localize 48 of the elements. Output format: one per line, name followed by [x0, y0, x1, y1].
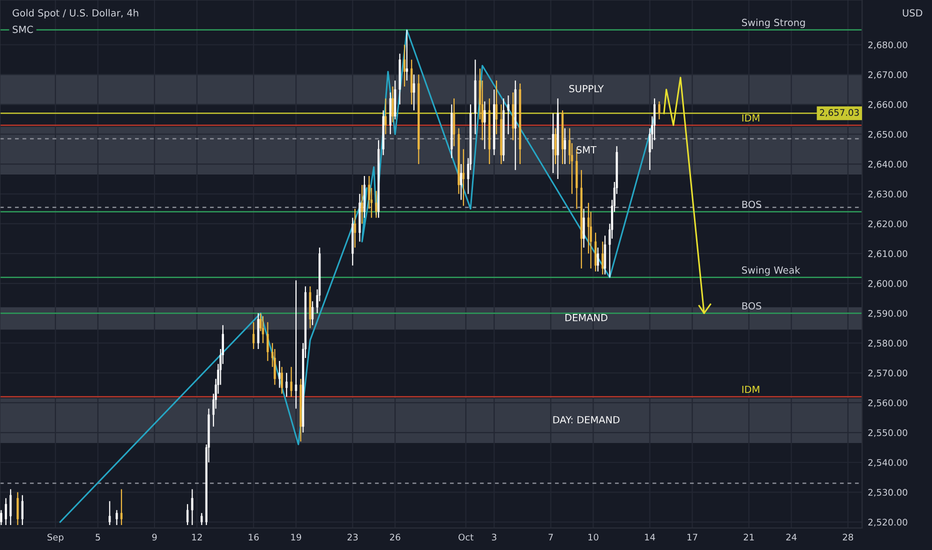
- band-label: DEMAND: [565, 314, 608, 322]
- y-tick-label: 2,640.00: [868, 160, 908, 169]
- x-tick-label: 12: [192, 534, 202, 540]
- y-tick-label: 2,540.00: [868, 459, 908, 467]
- y-tick-label: 2,580.00: [868, 340, 908, 348]
- ref-line-label: BOS: [742, 200, 762, 208]
- x-tick-label: 17: [688, 534, 698, 540]
- x-tick-label: 28: [842, 534, 854, 541]
- y-tick-label: 2,630.00: [868, 190, 908, 198]
- x-tick-label: 16: [248, 534, 259, 541]
- x-tick-label: 24: [786, 534, 797, 540]
- y-tick-label: 2,600.00: [868, 280, 908, 288]
- x-tick-label: 14: [645, 534, 656, 540]
- ref-line-label: 2,657.03: [820, 109, 859, 117]
- x-tick-label: 5: [96, 534, 100, 541]
- band-label: DAY: DEMAND: [553, 416, 620, 424]
- x-tick-label: Oct: [458, 534, 474, 541]
- x-tick-label: 10: [588, 534, 598, 541]
- ref-line-label: Swing Weak: [742, 266, 800, 276]
- x-tick-label: 26: [390, 534, 400, 541]
- ref-line-label: IDM: [742, 114, 760, 122]
- text: SMC: [12, 26, 33, 34]
- y-tick-label: 2,620.00: [868, 220, 908, 228]
- ref-line-label: IDM: [742, 386, 760, 393]
- text: Gold Spot / U.S. Dollar, 4h: [12, 9, 138, 18]
- y-tick-label: 2,530.00: [868, 488, 908, 497]
- y-tick-label: 2,520.00: [868, 518, 908, 527]
- y-tick-label: 2,610.00: [868, 250, 908, 258]
- y-tick-label: 2,680.00: [868, 41, 908, 50]
- x-tick-label: 9: [152, 534, 157, 541]
- x-tick-label: 23: [348, 534, 358, 541]
- y-tick-label: 2,570.00: [868, 370, 908, 378]
- x-tick-label: 3: [492, 534, 496, 541]
- y-tick-label: 2,590.00: [868, 310, 908, 318]
- ref-line-label: BOS: [742, 302, 762, 310]
- x-tick-label: 7: [548, 534, 553, 540]
- y-tick-label: 2,550.00: [868, 429, 908, 438]
- band-label: SUPPLY: [569, 84, 604, 92]
- y-tick-label: 2,670.00: [868, 71, 908, 80]
- x-tick-label: 19: [291, 534, 302, 541]
- ref-line-label: Swing Strong: [742, 18, 805, 28]
- band-label: SMT: [576, 146, 597, 154]
- y-tick-label: 2,660.00: [868, 101, 908, 109]
- y-tick-label: 2,650.00: [868, 130, 908, 139]
- y-tick-label: 2,560.00: [868, 399, 908, 408]
- x-tick-label: 21: [744, 534, 754, 540]
- y-axis-title: USD: [902, 9, 922, 17]
- x-tick-label: Sep: [48, 534, 64, 542]
